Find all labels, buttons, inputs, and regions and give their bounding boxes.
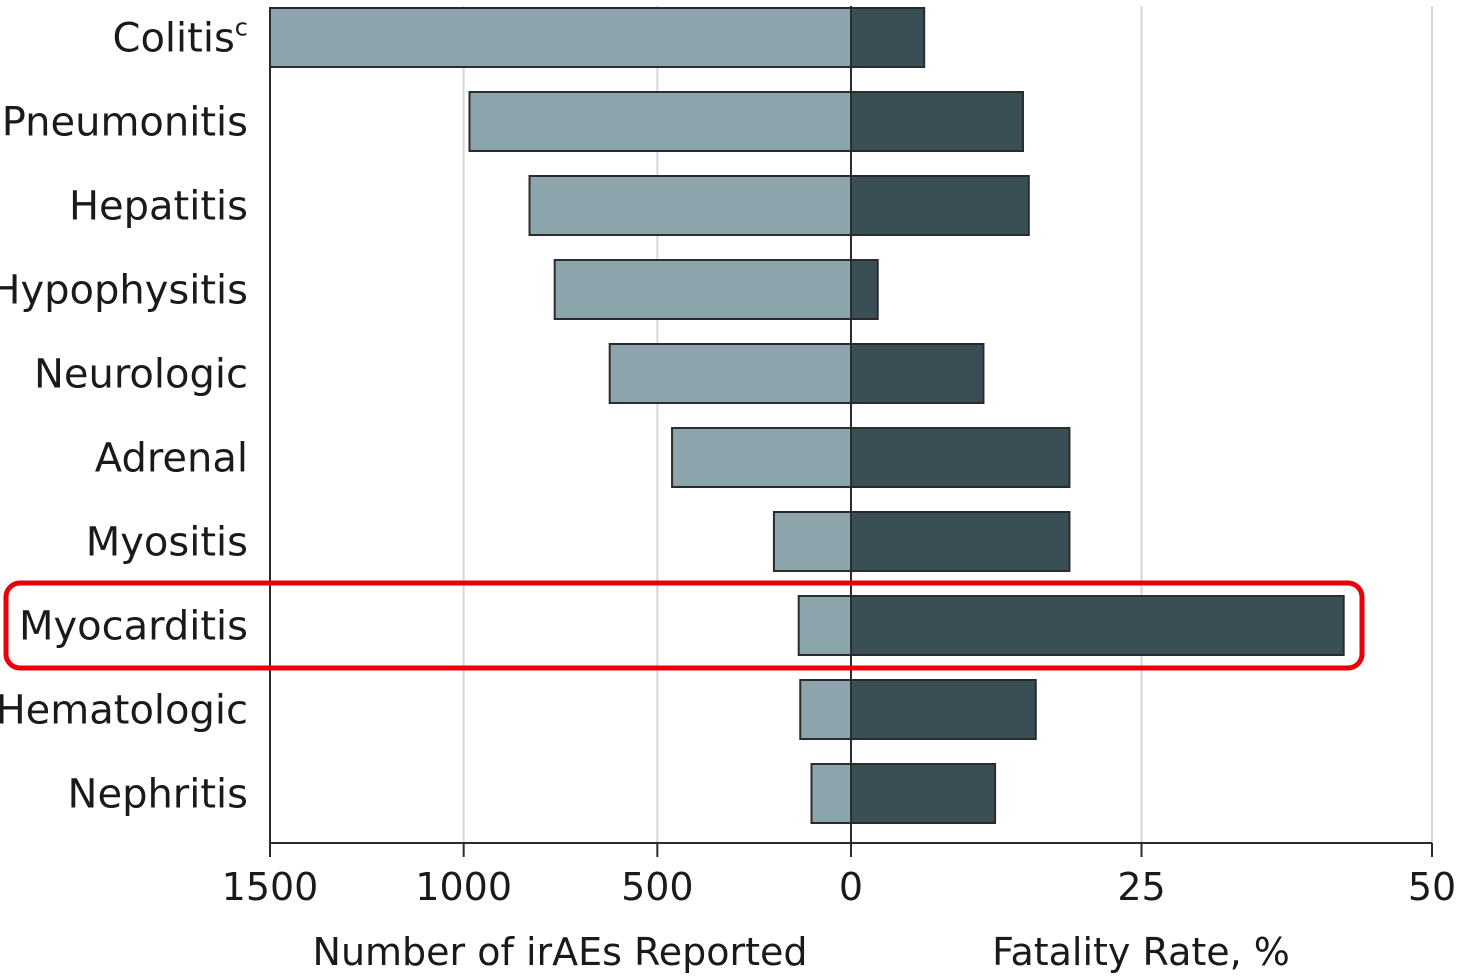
tick-label-left: 500 [621, 865, 694, 909]
bar-count-hypophysitis [553, 259, 852, 320]
bar-count-hematologic [799, 679, 853, 740]
bar-fatality-hepatitis [850, 175, 1030, 236]
bar-fatality-nephritis [850, 763, 997, 824]
category-label: Hematologic [0, 688, 248, 734]
bar-fatality-neurologic [850, 343, 985, 404]
bar-fatality-myocarditis [850, 595, 1345, 656]
bar-fatality-pneumonitis [850, 91, 1024, 152]
bar-count-myositis [772, 511, 852, 572]
bar-count-colitis [269, 7, 852, 68]
category-label: Nephritis [68, 772, 248, 818]
bar-fatality-hypophysitis [850, 259, 879, 320]
left-bars [269, 7, 853, 824]
category-label: Neurologic [34, 352, 248, 398]
bar-count-nephritis [810, 763, 853, 824]
right-bars [850, 7, 1345, 824]
bar-fatality-myositis [850, 511, 1071, 572]
bar-count-hepatitis [528, 175, 852, 236]
bar-count-myocarditis [797, 595, 853, 656]
tick-labels: 1500 1000 500 0 25 50 [222, 865, 1457, 909]
right-axis-title: Fatality Rate, % [992, 930, 1290, 974]
bar-fatality-hematologic [850, 679, 1037, 740]
bar-count-pneumonitis [468, 91, 852, 152]
category-labels: Colitisc Pneumonitis Hepatitis Hypophysitis… [0, 14, 248, 818]
bar-count-adrenal [671, 427, 852, 488]
left-axis-title: Number of irAEs Reported [313, 930, 808, 974]
category-label: Colitisc [113, 14, 248, 62]
category-label: Hypophysitis [0, 268, 248, 314]
category-label: Pneumonitis [2, 100, 248, 146]
category-label: Myositis [86, 520, 248, 566]
tick-label-left: 1000 [415, 865, 512, 909]
category-label: Adrenal [95, 436, 248, 482]
category-label: Myocarditis [19, 604, 248, 650]
bar-count-neurologic [608, 343, 853, 404]
tick-label-right: 25 [1117, 865, 1165, 909]
tick-label-left: 0 [839, 865, 863, 909]
bar-fatality-colitis [850, 7, 926, 68]
tick-label-right: 50 [1408, 865, 1456, 909]
myocarditis-highlight-box [3, 580, 1365, 671]
tick-label-left: 1500 [222, 865, 319, 909]
category-label: Hepatitis [69, 184, 248, 230]
bar-fatality-adrenal [850, 427, 1071, 488]
axes [269, 6, 1433, 857]
